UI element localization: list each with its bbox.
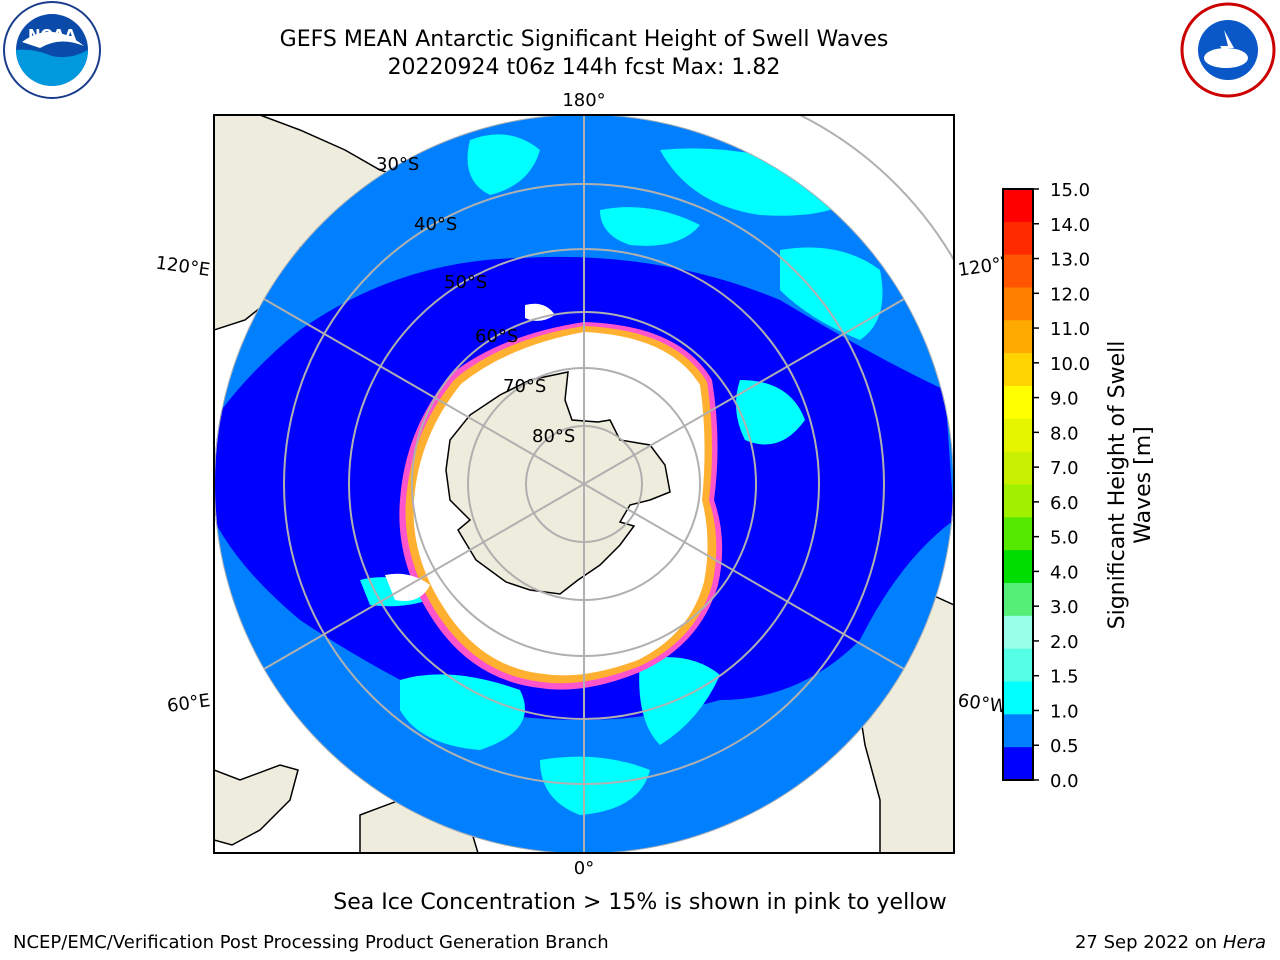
lat-label-50s: 50°S: [444, 272, 487, 293]
title-line-1: GEFS MEAN Antarctic Significant Height o…: [279, 27, 889, 52]
svg-text:NOAA: NOAA: [28, 26, 77, 44]
colorbar-label-line1: Significant Height of Swell: [1105, 341, 1130, 630]
colorbar-tick-label: 0.0: [1050, 771, 1079, 792]
colorbar-band: [1003, 221, 1033, 256]
colorbar-tick-label: 6.0: [1050, 493, 1079, 514]
map-frame: [213, 114, 955, 854]
colorbar-band: [1003, 615, 1033, 650]
colorbar-band: [1003, 517, 1033, 551]
colorbar-tick-label: 8.0: [1050, 423, 1079, 444]
sea-ice-caption: Sea Ice Concentration > 15% is shown in …: [333, 890, 947, 915]
colorbar-band: [1003, 583, 1033, 617]
colorbar-tick-label: 15.0: [1050, 180, 1090, 201]
lon-label-120e: 120°E: [154, 252, 211, 280]
lat-label-80s: 80°S: [532, 426, 575, 447]
colorbar-tick-label: 7.0: [1050, 458, 1079, 479]
graticule: [214, 115, 954, 853]
footer-date: 27 Sep 2022 on Hera: [1075, 932, 1266, 953]
colorbar-tick-label: 1.5: [1050, 667, 1079, 688]
colorbar-tick-label: 4.0: [1050, 562, 1079, 583]
colorbar-band: [1003, 484, 1033, 518]
colorbar-tick-label: 12.0: [1050, 284, 1090, 305]
colorbar-band: [1003, 320, 1033, 354]
noaa-logo: NOAA: [0, 0, 104, 104]
antarctica: [445, 371, 671, 595]
footer-host: Hera: [1222, 932, 1266, 953]
colorbar-tick-label: 13.0: [1050, 250, 1090, 271]
lat-label-40s: 40°S: [414, 214, 457, 235]
lat-label-70s: 70°S: [503, 376, 546, 397]
nws-logo: [1176, 0, 1280, 100]
colorbar-band: [1003, 287, 1033, 321]
lat-label-30s: 30°S: [376, 154, 419, 175]
colorbar-band: [1003, 714, 1033, 748]
colorbar-band: [1003, 353, 1033, 387]
colorbar-band: [1003, 254, 1033, 288]
colorbar-band: [1003, 648, 1033, 682]
lon-label-60w: 60°W: [956, 690, 1008, 718]
lon-label-180: 180°: [562, 90, 605, 111]
colorbar-tick-label: 1.0: [1050, 701, 1079, 722]
colorbar-tick-label: 10.0: [1050, 354, 1090, 375]
colorbar-band: [1003, 451, 1033, 485]
colorbar-band: [1003, 747, 1033, 781]
colorbar-band: [1003, 189, 1033, 223]
colorbar-band: [1003, 418, 1033, 453]
footer-date-text: 27 Sep 2022 on: [1074, 932, 1218, 953]
colorbar-tick-label: 5.0: [1050, 528, 1079, 549]
footer-credit: NCEP/EMC/Verification Post Processing Pr…: [13, 932, 609, 953]
colorbar-tick-label: 9.0: [1050, 389, 1079, 410]
high-swell-patches: [360, 134, 883, 815]
colorbar-tick-label: 14.0: [1050, 215, 1090, 236]
colorbar-tick-label: 0.5: [1050, 736, 1079, 757]
colorbar-frame: [1002, 188, 1034, 781]
lat-label-60s: 60°S: [475, 326, 518, 347]
colorbar-band: [1003, 386, 1033, 420]
colorbar-band: [1003, 550, 1033, 584]
colorbar-tick-label: 3.0: [1050, 597, 1079, 618]
lon-label-60e: 60°E: [166, 690, 212, 717]
title-line-2: 20220924 t06z 144h fcst Max: 1.82: [387, 55, 781, 80]
colorbar-band: [1003, 681, 1033, 715]
colorbar: 15.0 14.0 13.0 12.0 11.0 10.0 9.0 8.0 7.0 6.0 5.0 4…: [1002, 180, 1090, 792]
lon-label-0: 0°: [574, 858, 594, 879]
colorbar-tick-label: 11.0: [1050, 319, 1090, 340]
colorbar-tick-label: 2.0: [1050, 632, 1079, 653]
colorbar-label-line2: Waves [m]: [1131, 426, 1156, 543]
